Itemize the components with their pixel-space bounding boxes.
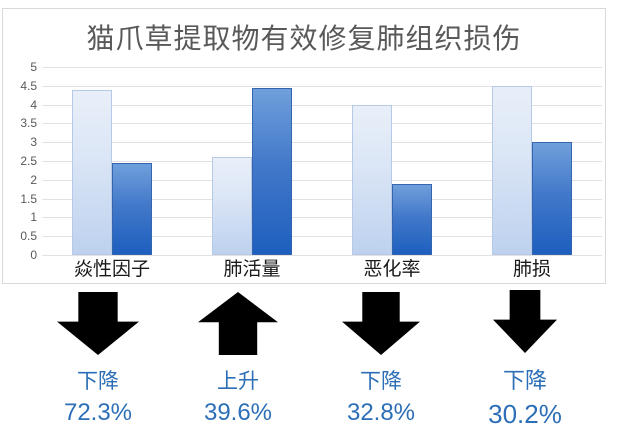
y-axis-tick-label: 2.5 — [20, 154, 37, 168]
gridline — [42, 179, 602, 181]
gridline — [42, 142, 602, 144]
category-label: 恶化率 — [363, 259, 421, 280]
bar-dark-2 — [252, 87, 292, 255]
bar-group — [42, 67, 182, 255]
category-axis: 焱性因子 肺活量 恶化率 肺损 — [42, 257, 602, 283]
down-arrow-icon — [342, 292, 420, 355]
bar-dark-3 — [392, 183, 432, 255]
bar-group — [322, 67, 462, 255]
bar-light-3 — [352, 104, 392, 255]
annotation-direction-label: 下降 — [502, 368, 547, 393]
bar-group — [462, 67, 602, 255]
chart-panel: 猫爪草提取物有效修复肺组织损伤 5 4.5 4 3.5 3 2.5 2 1.5 1 0.5 0 焱性… — [2, 8, 606, 284]
gridline — [42, 67, 602, 68]
annotation-direction-label: 下降 — [360, 370, 402, 393]
y-axis-tick-label: 4 — [30, 97, 37, 112]
y-axis-tick-label: 3 — [30, 135, 37, 150]
annotation-percent: 39.6% — [203, 399, 273, 426]
y-axis-tick-label: 4.5 — [20, 78, 37, 93]
annotation-percent: 30.2% — [488, 399, 562, 429]
category-label: 肺损 — [512, 259, 551, 280]
bar-light-1 — [72, 89, 112, 255]
y-axis-tick-label: 2 — [30, 172, 37, 187]
bar-light-4 — [492, 85, 532, 255]
y-axis-tick-label: 0 — [30, 248, 37, 262]
up-arrow-icon — [198, 292, 278, 355]
annotation-percent: 32.8% — [346, 399, 416, 426]
plot-area — [42, 67, 602, 256]
chart-title: 猫爪草提取物有效修复肺组织损伤 — [86, 23, 522, 54]
down-arrow-icon — [493, 290, 557, 353]
category-label: 焱性因子 — [73, 259, 150, 280]
annotation-percent: 72.3% — [63, 399, 133, 426]
gridline — [42, 104, 602, 106]
annotation-column-3: 下降 32.8% — [301, 292, 461, 427]
down-arrow-icon — [57, 292, 139, 355]
gridline — [42, 85, 602, 87]
annotation-direction-label: 下降 — [77, 370, 119, 393]
annotation-column-4: 下降 30.2% — [445, 290, 605, 430]
gridline — [42, 217, 602, 219]
bar-dark-1 — [112, 162, 152, 255]
gridline — [42, 198, 602, 200]
gridline — [42, 255, 602, 256]
y-axis-tick-label: 0.5 — [20, 229, 37, 244]
annotation-direction-label: 上升 — [217, 370, 259, 393]
category-label: 肺活量 — [223, 259, 281, 280]
bar-group — [182, 67, 322, 255]
y-axis-tick-label: 5 — [30, 60, 37, 74]
gridline — [42, 236, 602, 238]
annotation-column-2: 上升 39.6% — [158, 292, 318, 427]
gridline — [42, 161, 602, 162]
annotation-column-1: 下降 72.3% — [18, 292, 178, 427]
y-axis-tick-label: 1.5 — [20, 191, 37, 206]
bar-groups — [42, 67, 602, 255]
y-axis-tick-label: 1 — [30, 210, 37, 225]
bar-light-2 — [212, 157, 252, 255]
bar-dark-4 — [532, 142, 572, 255]
gridline — [42, 123, 602, 125]
y-axis-tick-label: 3.5 — [20, 116, 37, 131]
